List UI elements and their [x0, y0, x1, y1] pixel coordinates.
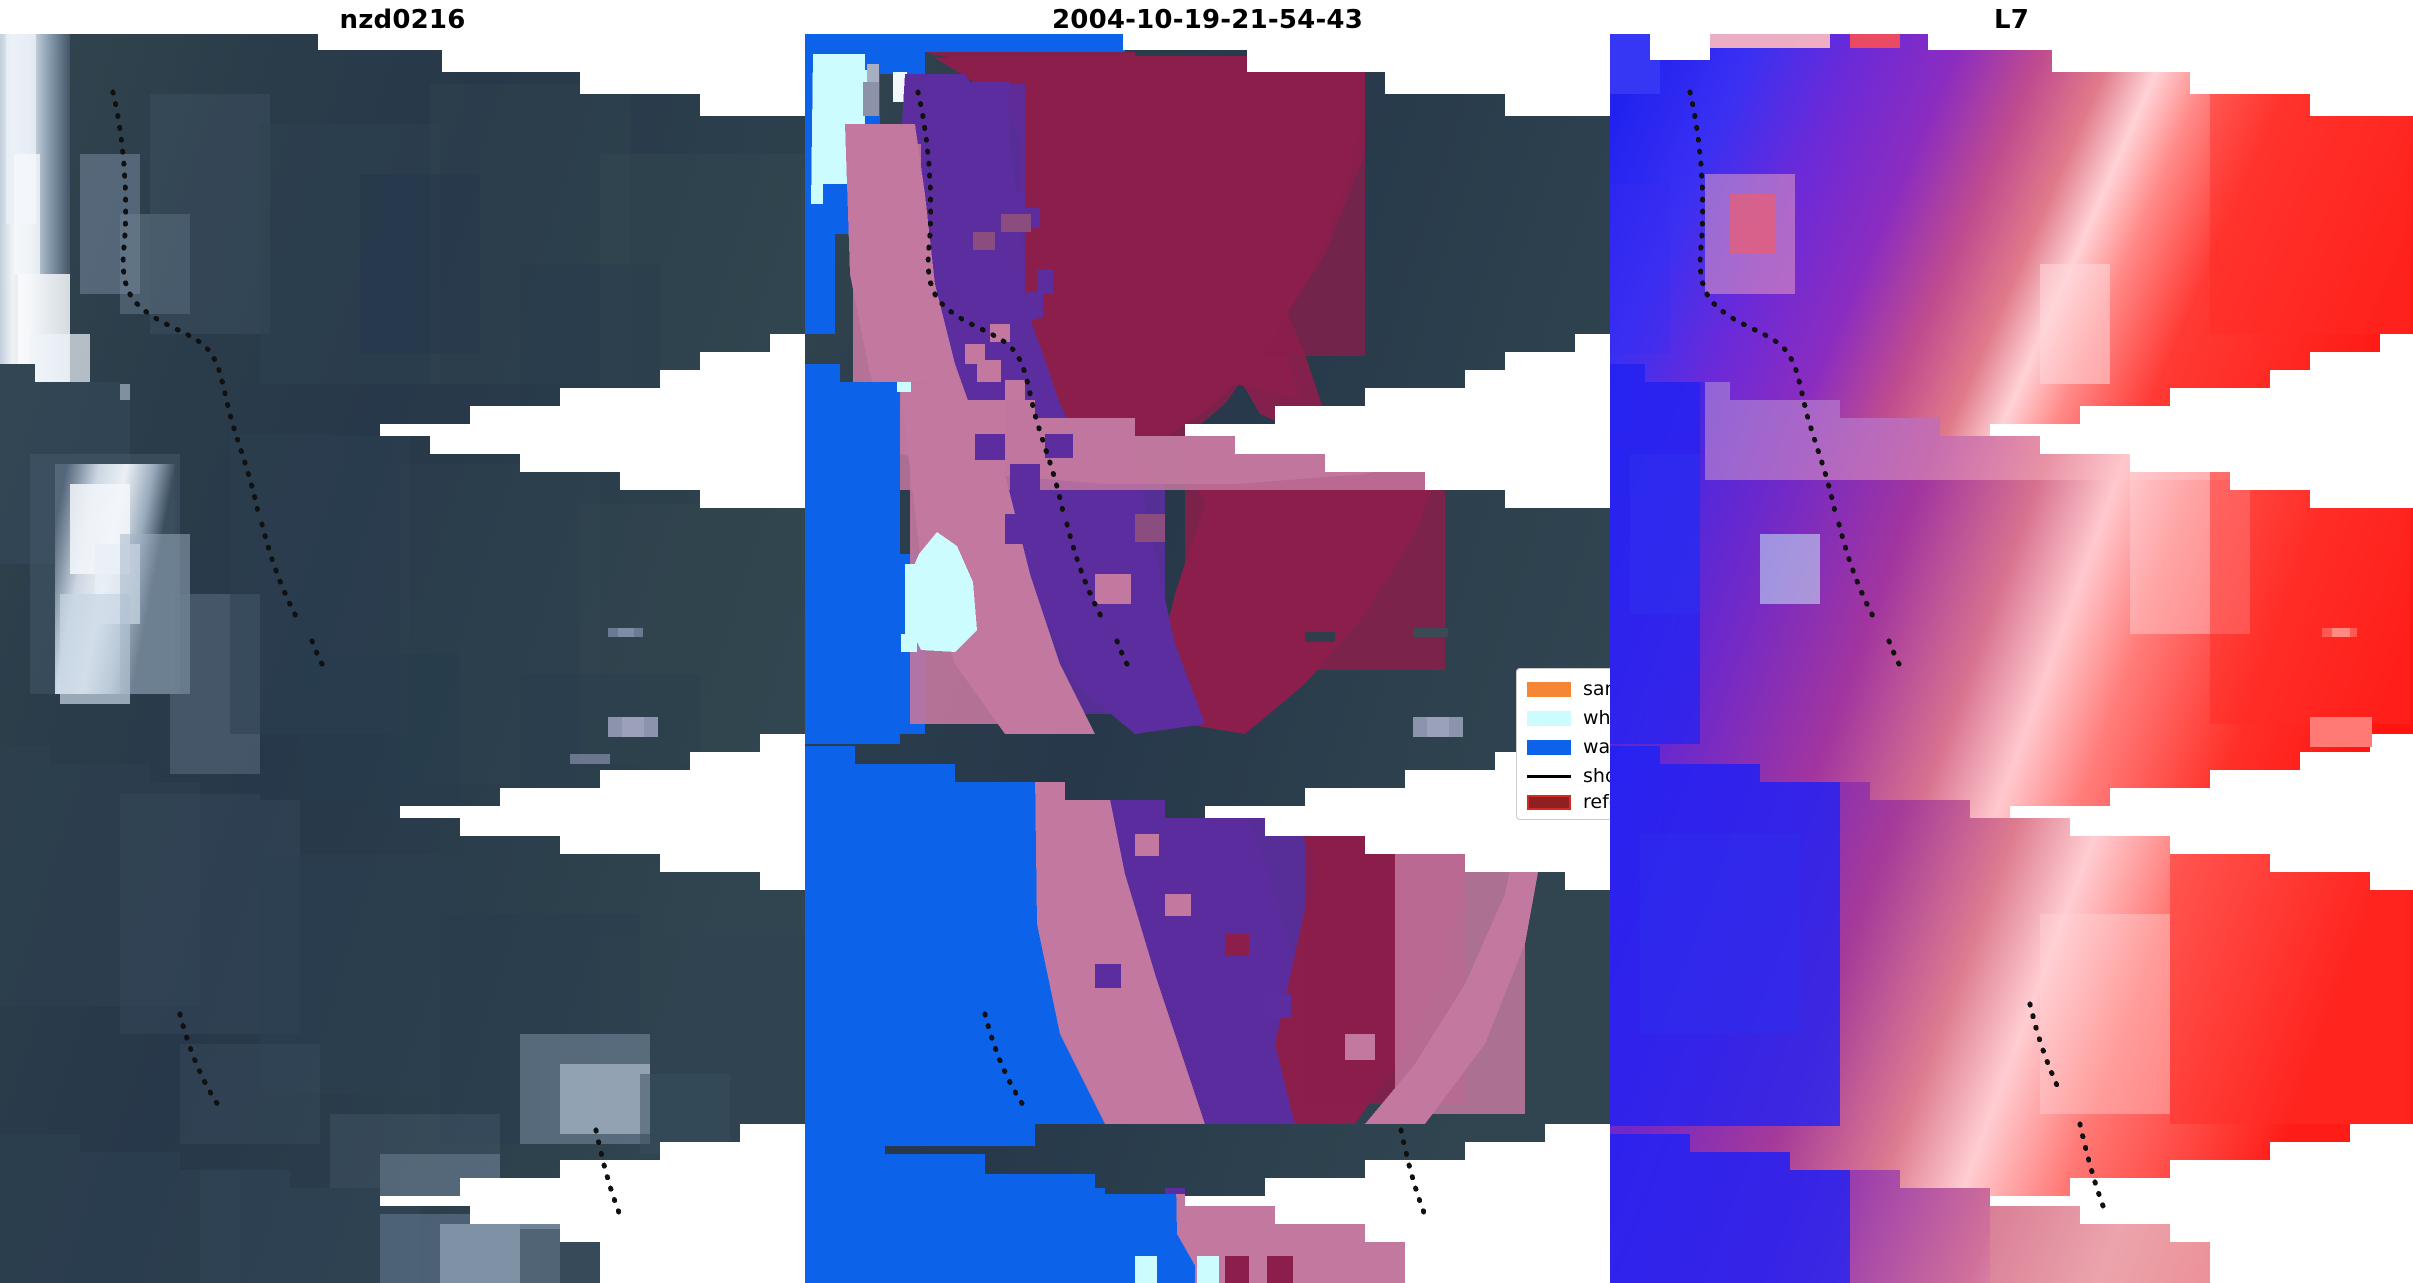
shoreline-path: [1687, 89, 2109, 1217]
water-swatch: [1527, 739, 1571, 755]
panel-2-title: 2004-10-19-21-54-43: [1051, 5, 1364, 35]
panel-3-title: L7: [1993, 5, 2030, 35]
index-raster: [1610, 34, 2413, 1283]
sand-swatch: [1527, 681, 1571, 697]
panel-2-axes: [805, 34, 1610, 1283]
panel-1-axes: [0, 34, 805, 1283]
classification-raster: [805, 34, 1610, 1283]
panel-classification-image[interactable]: 2004-10-19-21-54-43: [805, 0, 1610, 1283]
rgb-satellite-raster: [0, 34, 805, 1283]
shoreline-path: [110, 89, 625, 1223]
shoreline-line-swatch: [1527, 774, 1571, 778]
panel-index-image[interactable]: L7: [1610, 0, 2413, 1283]
panel-3-axes: [1610, 34, 2413, 1283]
shoreline-path: [915, 89, 1430, 1223]
whitewater-swatch: [1527, 710, 1571, 726]
panel-rgb-image[interactable]: nzd0216: [0, 0, 805, 1283]
reference-shoreline-swatch: [1527, 794, 1571, 810]
panel-1-title: nzd0216: [339, 5, 466, 35]
